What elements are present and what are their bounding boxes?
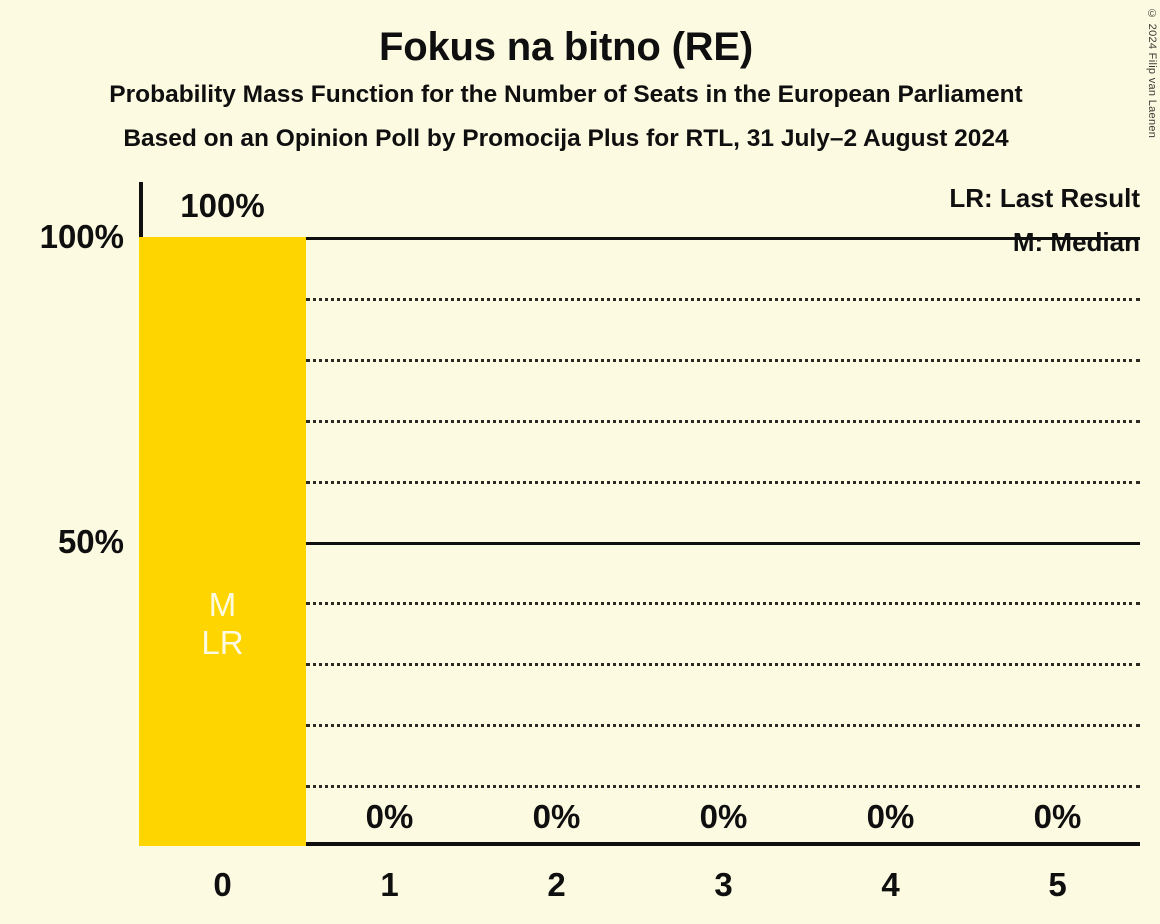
plot-area: M LR bbox=[139, 182, 1140, 846]
y-axis-label: 50% bbox=[57, 522, 124, 560]
x-axis-label: 4 bbox=[881, 866, 900, 903]
bar-value-label: 0% bbox=[1033, 798, 1082, 835]
y-axis-label: 100% bbox=[39, 218, 124, 255]
gridline-dotted bbox=[306, 602, 1140, 606]
gridline-dotted bbox=[306, 358, 1140, 362]
chart-subtitle: Probability Mass Function for the Number… bbox=[109, 81, 1023, 108]
x-axis-line bbox=[139, 842, 1140, 846]
page-title: Fokus na bitno (RE) bbox=[379, 25, 753, 69]
bar[interactable]: M LR bbox=[139, 237, 306, 846]
copyright-notice: © 2024 Filip van Laenen bbox=[1146, 8, 1158, 139]
gridline-dotted bbox=[306, 724, 1140, 728]
legend-last-result: LR: Last Result bbox=[949, 183, 1140, 213]
gridline-dotted bbox=[306, 785, 1140, 789]
bar-marker-group: M LR bbox=[139, 586, 306, 663]
bar-marker: M bbox=[208, 586, 237, 623]
gridline-dotted bbox=[306, 297, 1140, 301]
bar-value-label: 0% bbox=[866, 798, 915, 835]
x-axis-label: 3 bbox=[714, 866, 733, 903]
bar-marker: LR bbox=[201, 624, 244, 662]
x-axis-label: 1 bbox=[380, 866, 399, 903]
gridline-dotted bbox=[306, 480, 1140, 484]
title-block: Fokus na bitno (RE) Probability Mass Fun… bbox=[0, 0, 1132, 151]
gridline-solid bbox=[306, 237, 1140, 240]
bar-value-label: 100% bbox=[180, 187, 265, 224]
chart-source-note: Based on an Opinion Poll by Promocija Pl… bbox=[123, 124, 1009, 152]
bar-value-label: 0% bbox=[365, 798, 414, 835]
bar-value-label: 0% bbox=[699, 798, 748, 835]
gridline-dotted bbox=[306, 419, 1140, 423]
legend-median: M: Median bbox=[1012, 227, 1140, 257]
gridline-solid bbox=[306, 541, 1140, 545]
bar-value-label: 0% bbox=[532, 798, 581, 835]
gridline-dotted bbox=[306, 663, 1140, 667]
x-axis-label: 2 bbox=[547, 866, 566, 903]
x-axis-label: 0 bbox=[213, 866, 232, 903]
x-axis-label: 5 bbox=[1048, 866, 1067, 903]
